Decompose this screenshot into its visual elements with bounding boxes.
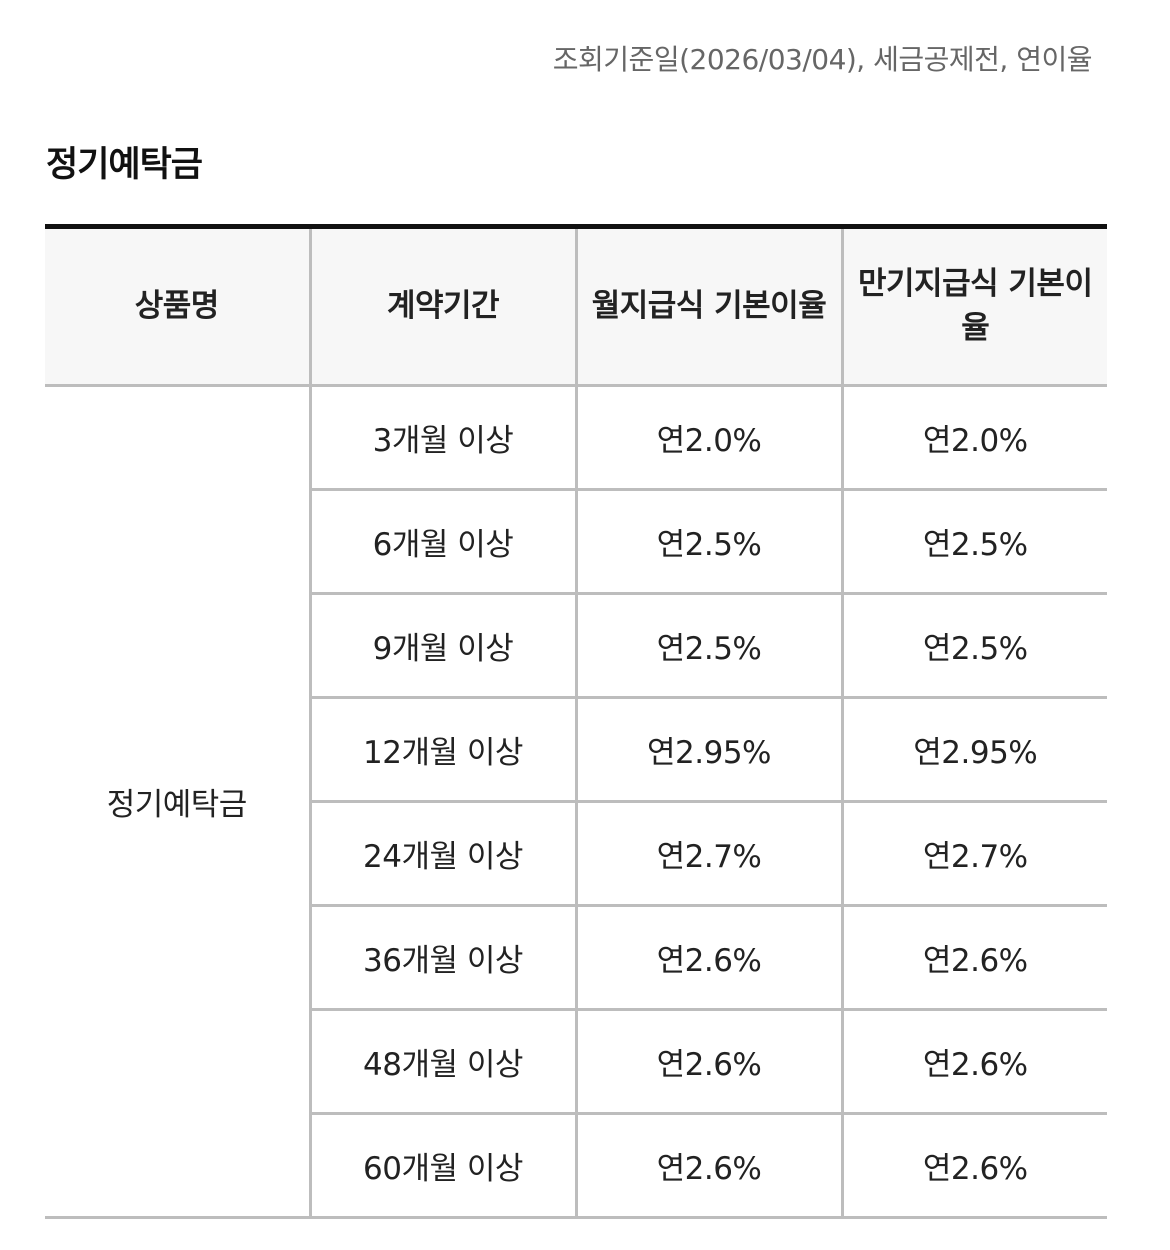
period-cell: 6개월 이상 [308,489,576,595]
maturity-rate-cell: 연2.6% [840,1113,1107,1219]
maturity-rate-cell: 연2.0% [840,385,1107,491]
monthly-rate-cell: 연2.0% [574,385,842,491]
maturity-rate-cell: 연2.7% [840,801,1107,907]
maturity-rate-cell: 연2.5% [840,489,1107,595]
product-name-cell: 정기예탁금 [45,385,310,1219]
table-row: 60개월 이상 연2.6% 연2.6% [45,1113,1107,1219]
table-row: 9개월 이상 연2.5% 연2.5% [45,593,1107,699]
period-cell: 9개월 이상 [308,593,576,699]
maturity-rate-cell: 연2.95% [840,697,1107,803]
reference-date-note: 조회기준일(2026/03/04), 세금공제전, 연이율 [552,43,1093,76]
table-row: 48개월 이상 연2.6% 연2.6% [45,1009,1107,1115]
interest-rate-table: 상품명 계약기간 월지급식 기본이율 만기지급식 기본이율 정기예탁금 3개월 … [45,224,1107,1219]
table-row: 36개월 이상 연2.6% 연2.6% [45,905,1107,1011]
period-cell: 36개월 이상 [308,905,576,1011]
table-header-row: 상품명 계약기간 월지급식 기본이율 만기지급식 기본이율 [45,226,1107,387]
section-title: 정기예탁금 [46,145,203,185]
period-cell: 3개월 이상 [308,385,576,491]
period-cell: 24개월 이상 [308,801,576,907]
column-header-product: 상품명 [45,226,310,387]
column-header-period: 계약기간 [308,226,576,387]
maturity-rate-cell: 연2.5% [840,593,1107,699]
period-cell: 60개월 이상 [308,1113,576,1219]
table-row: 12개월 이상 연2.95% 연2.95% [45,697,1107,803]
monthly-rate-cell: 연2.7% [574,801,842,907]
maturity-rate-cell: 연2.6% [840,905,1107,1011]
monthly-rate-cell: 연2.95% [574,697,842,803]
monthly-rate-cell: 연2.5% [574,593,842,699]
monthly-rate-cell: 연2.6% [574,905,842,1011]
table-row: 6개월 이상 연2.5% 연2.5% [45,489,1107,595]
table-row: 24개월 이상 연2.7% 연2.7% [45,801,1107,907]
period-cell: 12개월 이상 [308,697,576,803]
table-row: 정기예탁금 3개월 이상 연2.0% 연2.0% [45,385,1107,1219]
monthly-rate-cell: 연2.6% [574,1009,842,1115]
period-cell: 48개월 이상 [308,1009,576,1115]
monthly-rate-cell: 연2.5% [574,489,842,595]
maturity-rate-cell: 연2.6% [840,1009,1107,1115]
column-header-monthly-rate: 월지급식 기본이율 [574,226,842,387]
monthly-rate-cell: 연2.6% [574,1113,842,1219]
column-header-maturity-rate: 만기지급식 기본이율 [840,226,1107,387]
